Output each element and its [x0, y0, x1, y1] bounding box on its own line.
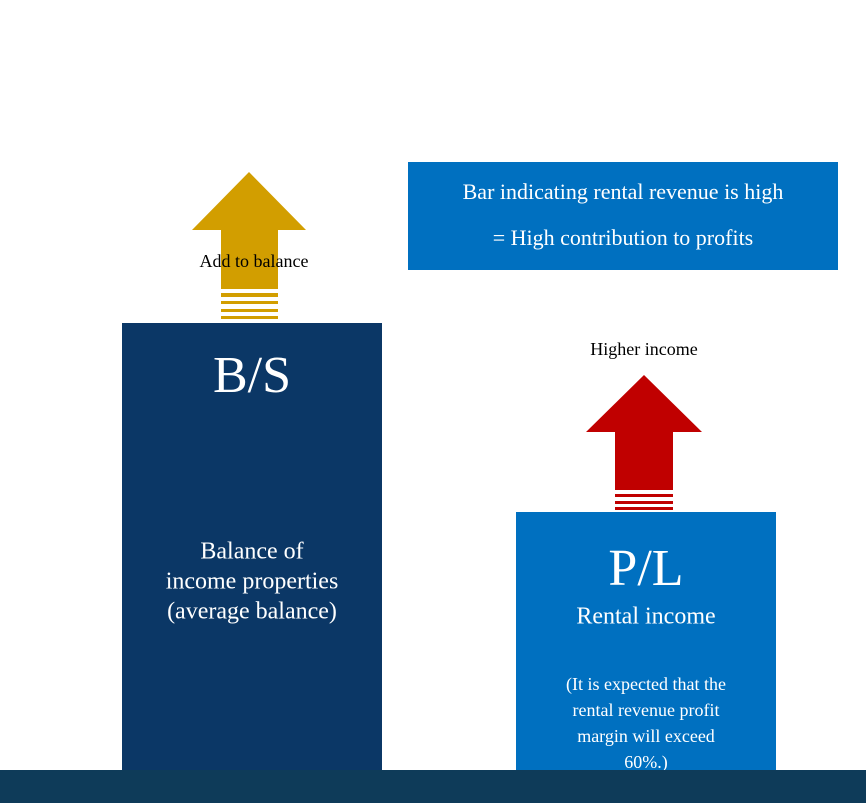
callout-text: Bar indicating rental revenue is high	[463, 179, 784, 204]
base-bar	[0, 770, 866, 803]
pl-subtitle: Rental income	[576, 604, 715, 630]
bs-text: (average balance)	[167, 599, 337, 625]
pl-box	[516, 512, 776, 773]
pl-title: P/L	[608, 540, 683, 597]
bs-text: Balance of	[200, 539, 303, 565]
bs-text: income properties	[166, 569, 339, 595]
bs-title: B/S	[213, 347, 291, 404]
arrow-label: Higher income	[590, 339, 697, 359]
up-arrow	[586, 375, 702, 510]
pl-note: rental revenue profit	[573, 700, 720, 720]
pl-note: margin will exceed	[577, 726, 715, 746]
pl-note: 60%.)	[624, 752, 668, 773]
callout-box	[408, 162, 838, 270]
bs-box	[122, 323, 382, 773]
arrow-label: Add to balance	[200, 251, 309, 271]
up-arrow	[192, 172, 306, 319]
pl-note: (It is expected that the	[566, 674, 726, 695]
callout-text: = High contribution to profits	[493, 225, 754, 250]
